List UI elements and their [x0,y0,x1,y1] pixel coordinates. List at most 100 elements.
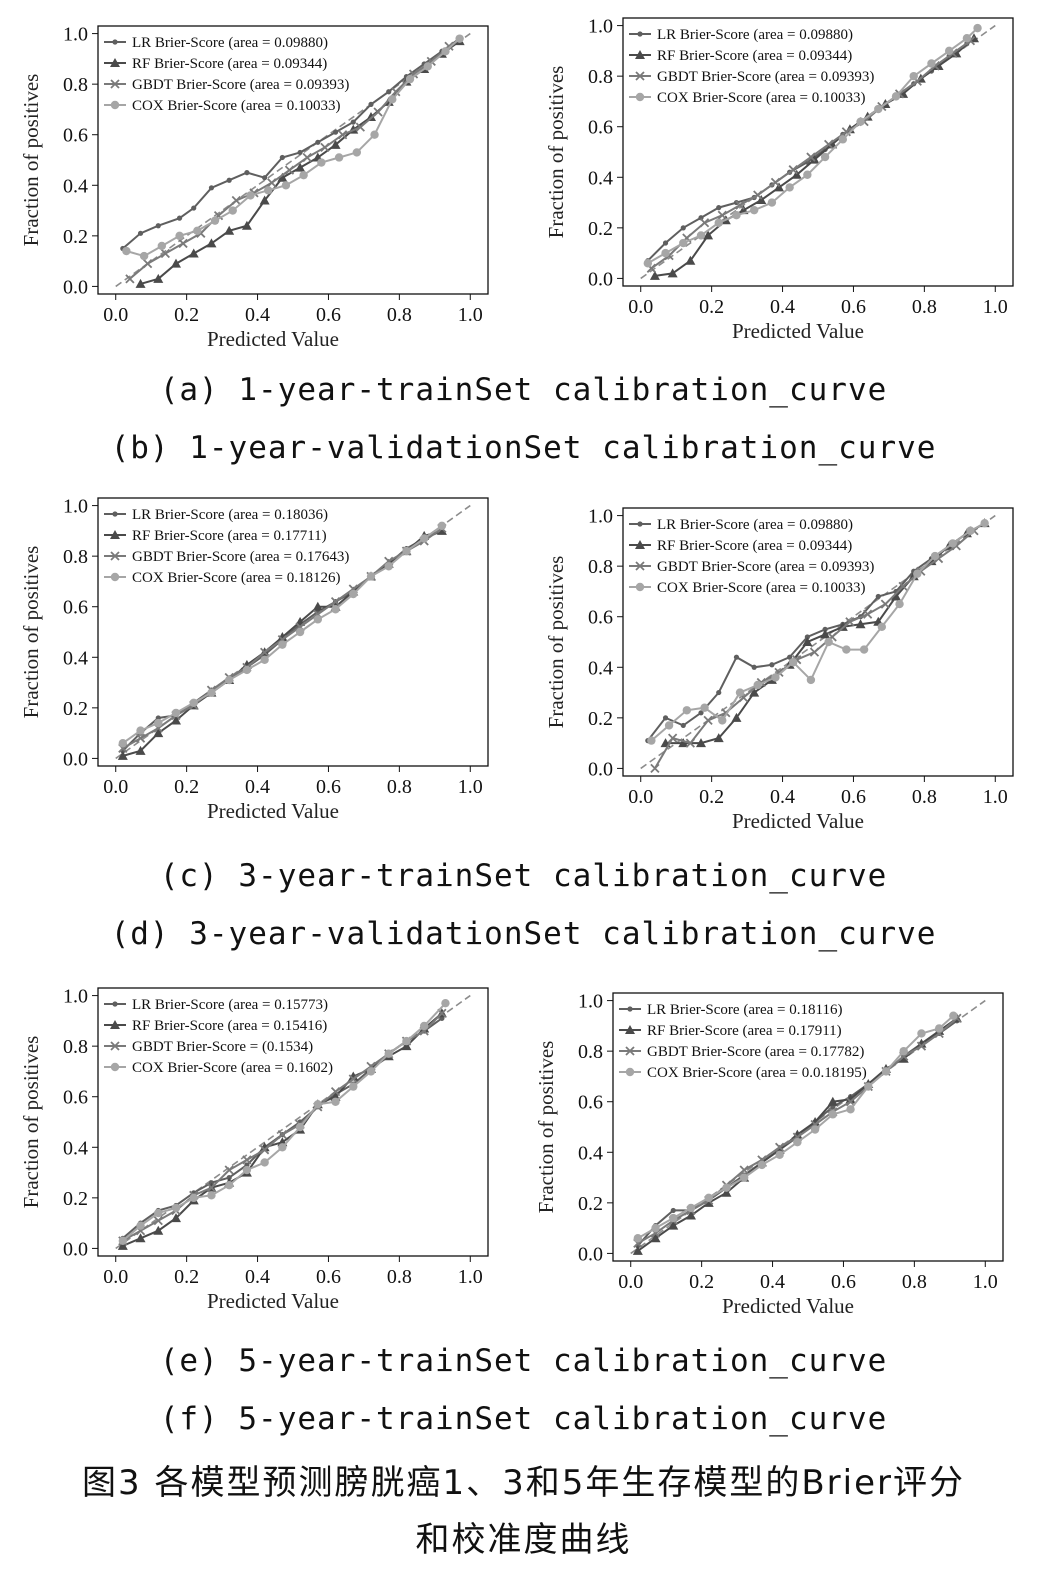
data-point-gbdt [259,1145,270,1155]
data-point-cox [370,130,379,139]
data-point-rf [117,1240,128,1250]
perfect-calibration-line [115,32,471,288]
y-axis-label: Fraction of positives [19,1036,43,1209]
y-tick-label: 0.2 [578,1193,603,1215]
data-point-rf [649,270,660,280]
chart-panel-d: 0.0 0.2 0.4 0.6 0.8 1.0 0.0 0.2 0.4 0.6 0.8 1.0 Pred… [544,506,1014,833]
data-point-cox [437,521,447,531]
data-point-cox [669,1213,678,1223]
data-point-rf [713,733,724,743]
x-tick-label: 0.2 [174,776,199,798]
data-point-cox [136,1221,145,1230]
y-tick-label: 0.4 [63,1137,88,1159]
legend-label-rf: RF Brier-Score (area = 0.15416) [132,1018,327,1034]
data-point-cox [714,218,723,227]
legend-marker-cox [635,92,645,102]
data-point-cox [874,104,883,114]
data-point-gbdt [153,1215,163,1226]
data-point-rf [135,745,146,755]
x-tick-label: 0.6 [316,776,341,798]
x-tick-label: 0.2 [174,1266,199,1288]
data-point-rf [366,112,376,122]
data-point-cox [154,718,163,728]
legend-label-cox: COX Brier-Score (area = 0.18126) [132,570,341,586]
data-point-rf [135,1233,146,1243]
data-point-cox [842,645,851,654]
y-tick-label: 0.8 [63,1036,88,1058]
x-tick-label: 1.0 [458,776,483,798]
chart-panel-a: 0.0 0.2 0.4 0.6 0.8 1.0 0.0 0.2 0.4 0.6 0.8 1.0 Pred… [19,24,489,351]
legend-label-cox: COX Brier-Score (area = 0.10033) [657,90,866,106]
chart-panel-c: 0.0 0.2 0.4 0.6 0.8 1.0 0.0 0.2 0.4 0.6 0.8 1.0 Pred… [19,496,489,823]
data-point-lr [680,722,686,729]
data-point-cox [664,721,674,730]
x-axis-label: Predicted Value [207,1289,339,1313]
y-tick-label: 0.6 [63,597,88,619]
data-point-cox [366,1067,376,1076]
data-point-gbdt [809,647,820,657]
legend-label-cox: COX Brier-Score (area = 0.1602) [132,1060,333,1076]
data-point-gbdt [259,647,270,657]
data-point-gbdt [284,165,295,175]
data-point-gbdt [898,581,908,592]
data-point-gbdt [806,152,816,162]
data-point-cox [679,238,688,248]
series-cox [118,521,447,748]
data-point-gbdt [242,1155,252,1165]
data-point-cox [384,562,393,571]
data-point-cox [278,640,287,649]
perfect-calibration-line [640,514,996,770]
y-tick-label: 0.4 [578,1142,603,1164]
legend-marker-lr [637,521,643,527]
data-point-rf [667,268,678,278]
data-point-cox [966,526,975,535]
data-point-cox [331,1097,340,1106]
legend-marker-lr [627,1006,633,1012]
data-point-cox [331,605,340,614]
legend-label-lr: LR Brier-Score (area = 0.15773) [132,997,328,1013]
data-point-cox [136,726,145,735]
data-point-cox [207,1191,216,1200]
x-tick-label: 0.2 [689,1271,714,1293]
data-point-cox [242,665,252,675]
data-point-cox [366,572,376,581]
y-tick-label: 0.2 [63,1188,88,1210]
data-point-gbdt [355,122,366,132]
data-point-cox [260,655,269,665]
series-cox [633,1011,958,1243]
data-point-rf [330,139,341,149]
caption-f: (f) 5-year-trainSet calibration_curve [159,1401,888,1437]
x-tick-label: 0.0 [628,296,653,318]
data-point-rf [802,637,813,646]
data-point-rf [809,154,820,164]
data-point-cox [895,599,904,609]
data-point-lr [262,175,268,181]
y-tick-label: 0.8 [63,546,88,568]
data-point-rf [171,258,181,268]
x-tick-label: 1.0 [458,304,483,326]
y-tick-label: 0.6 [588,607,613,629]
data-point-gbdt [862,609,873,619]
y-tick-label: 1.0 [588,16,613,38]
data-point-gbdt [125,274,135,284]
x-axis-label: Predicted Value [722,1294,854,1318]
legend-label-rf: RF Brier-Score (area = 0.09344) [132,56,327,72]
data-point-cox [246,191,255,200]
data-point-cox [891,92,901,101]
data-point-rf [401,1041,412,1051]
data-point-cox [682,706,692,715]
data-point-cox [647,736,656,745]
data-point-cox [189,698,198,707]
data-point-lr [670,1207,676,1214]
data-point-lr [804,634,810,640]
data-point-lr [315,139,321,145]
caption-c: (c) 3-year-trainSet calibration_curve [159,858,888,894]
legend-marker-gbdt [110,551,120,561]
y-tick-label: 0.0 [63,1238,88,1260]
x-tick-label: 0.4 [245,776,270,798]
x-tick-label: 0.0 [103,776,128,798]
y-axis-label: Fraction of positives [19,546,43,719]
data-point-gbdt [231,195,241,206]
data-point-cox [441,998,450,1008]
data-point-rf [721,1187,732,1197]
